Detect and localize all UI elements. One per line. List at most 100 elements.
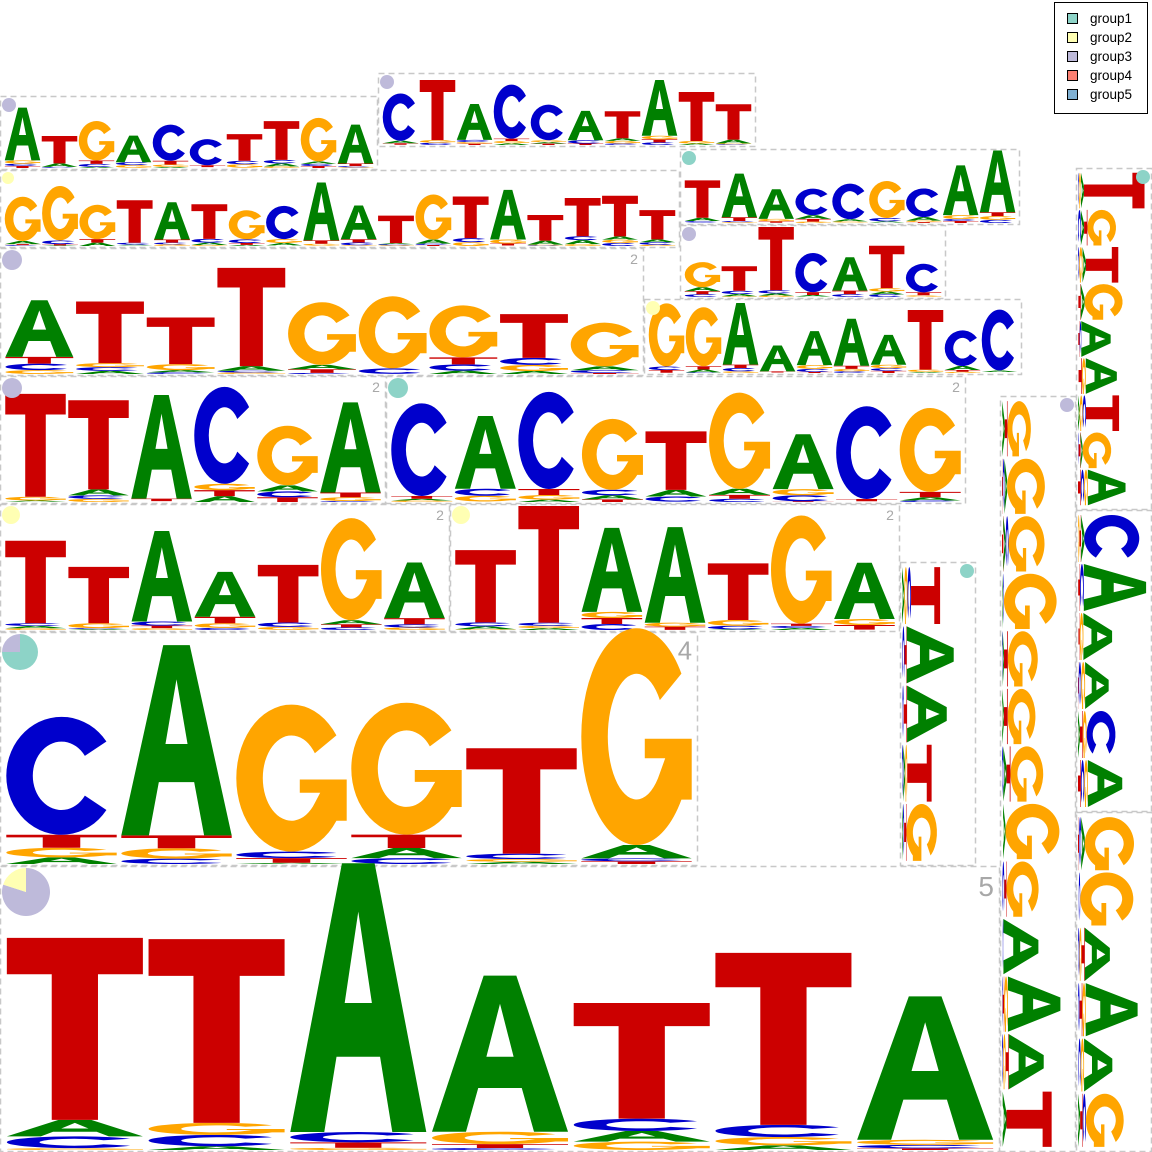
letter-C: [194, 627, 250, 630]
letter-G: [639, 244, 676, 246]
letter-A: [228, 244, 265, 246]
letter-G: [979, 216, 1016, 220]
letter-G: [899, 407, 961, 492]
letter-A: [678, 143, 715, 145]
letter-C: [869, 217, 902, 222]
letter-A: [979, 150, 1016, 213]
letter-G: [351, 702, 462, 835]
letter-G: [721, 222, 758, 223]
letter-T: [1002, 516, 1004, 572]
letter-G: [1079, 927, 1082, 981]
letter-G: [4, 160, 41, 164]
letter-C: [684, 221, 717, 223]
letter-G: [194, 483, 255, 491]
letter-G: [1079, 612, 1084, 661]
letter-T: [76, 301, 144, 364]
letter-C: [228, 239, 262, 244]
letter-G: [358, 296, 427, 369]
letter-A: [1008, 1034, 1044, 1090]
letter-A: [1084, 1038, 1113, 1092]
letter-C: [722, 367, 755, 372]
letter-C: [6, 1136, 131, 1149]
motif-border: [0, 247, 645, 377]
letter-A: [518, 628, 580, 630]
letter-C: [905, 263, 938, 293]
letter-G: [905, 295, 942, 297]
letter-C: [518, 391, 574, 489]
letter-T: [869, 245, 905, 289]
letter-T: [68, 566, 130, 624]
letter-T: [834, 625, 895, 630]
letter-G: [1081, 661, 1086, 710]
letter-T: [351, 834, 462, 849]
letter-G: [1084, 817, 1134, 871]
letter-C: [378, 244, 411, 246]
letter-A: [795, 295, 831, 297]
letter-G: [1078, 514, 1080, 563]
letter-C: [770, 625, 826, 628]
letter-C: [382, 93, 415, 141]
letter-T: [5, 356, 74, 364]
letter-A: [832, 257, 868, 291]
letter-G: [685, 307, 722, 367]
letter-T: [567, 143, 604, 145]
letter-C: [217, 370, 279, 373]
letter-C: [564, 236, 598, 241]
letter-G: [194, 623, 256, 628]
letter-T: [573, 1002, 710, 1119]
motif-border: [643, 298, 1023, 376]
letter-C: [641, 142, 674, 145]
letter-T: [795, 218, 831, 222]
letter-A: [415, 239, 452, 244]
letter-A: [758, 189, 794, 219]
letter-C: [189, 139, 222, 166]
letter-T: [121, 835, 232, 849]
motif-border: [0, 865, 1001, 1152]
letter-A: [431, 975, 569, 1132]
letter-C: [384, 624, 440, 628]
motif-m6: [679, 224, 947, 300]
motif-border: [679, 148, 1021, 226]
letter-A: [466, 861, 577, 864]
letter-T: [493, 138, 530, 141]
letter-C: [1082, 395, 1086, 428]
letter-A: [644, 527, 706, 623]
letter-A: [1080, 209, 1085, 246]
letter-T: [1004, 861, 1007, 917]
letter-A: [981, 370, 1018, 373]
letter-C: [236, 851, 337, 859]
legend-item-group3: group3: [1067, 47, 1147, 66]
letter-G: [581, 611, 643, 619]
letter-A: [1003, 746, 1007, 802]
letter-T: [1078, 661, 1079, 710]
letter-T: [4, 165, 41, 168]
letter-T: [602, 195, 638, 237]
legend-label-group4: group4: [1090, 68, 1133, 83]
letter-T: [226, 134, 263, 161]
letter-T: [189, 165, 226, 168]
letter-A: [567, 110, 604, 141]
letter-G: [1010, 746, 1044, 802]
logo-letters: [391, 391, 961, 502]
letter-T: [604, 111, 641, 139]
letter-G: [226, 164, 263, 168]
motif-m9: 2: [385, 375, 967, 505]
letter-C: [707, 625, 763, 630]
motif-count: 2: [372, 379, 380, 395]
letter-G: [832, 221, 868, 223]
letter-A: [1003, 516, 1006, 572]
letter-G: [115, 165, 152, 168]
letter-T: [645, 431, 707, 490]
letter-A: [42, 245, 78, 246]
letter-G: [1082, 432, 1112, 469]
letter-A: [772, 434, 834, 490]
letter-T: [907, 310, 944, 370]
letter-C: [115, 162, 148, 166]
letter-T: [1083, 172, 1145, 209]
letter-T: [490, 243, 526, 246]
motif-border: [0, 503, 451, 633]
logo-letters: [1001, 401, 1061, 1147]
logo-letters: [684, 150, 1016, 223]
letter-G: [721, 296, 757, 297]
motif-border: [0, 95, 379, 171]
